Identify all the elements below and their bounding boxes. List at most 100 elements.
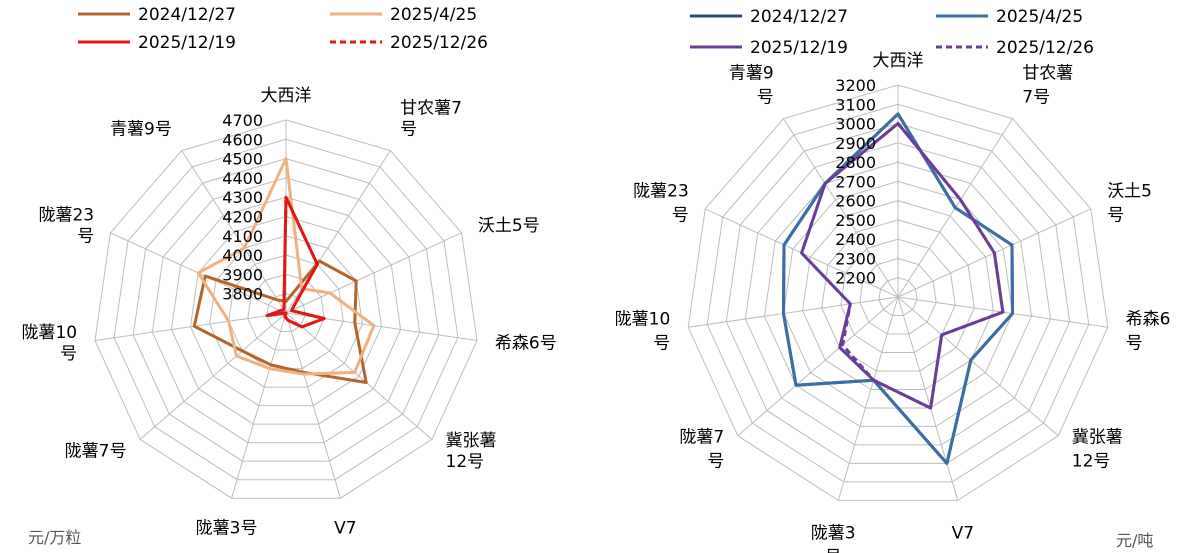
category-label: 大西洋 xyxy=(873,51,924,71)
radar-chart-left: 2024/12/27 2025/4/25 2025/12/19 2025/12/… xyxy=(21,5,556,547)
category-label: 号 xyxy=(653,334,670,354)
category-label: 号 xyxy=(757,88,774,108)
grid-spoke xyxy=(94,312,287,341)
category-label: 陇薯7 xyxy=(679,428,724,448)
category-label: 12号 xyxy=(446,452,485,472)
grid-ring xyxy=(687,84,1109,501)
category-label: 冀张薯 xyxy=(1072,428,1123,448)
tick-label: 3900 xyxy=(222,265,263,284)
category-label: 甘农薯 xyxy=(1022,64,1073,84)
radar-categories-right: 大西洋甘农薯7号沃土5号希森6号冀张薯12号V7陇薯3号陇薯7号陇薯10号陇薯2… xyxy=(615,51,1171,553)
tick-label: 2900 xyxy=(835,134,876,153)
grid-ring xyxy=(706,103,1090,483)
grid-spoke xyxy=(837,296,899,501)
tick-label: 3100 xyxy=(835,95,876,114)
chart-left: 2024/12/27 2025/4/25 2025/12/19 2025/12/… xyxy=(0,0,590,553)
grid-ring xyxy=(763,161,1033,427)
series-line-3 xyxy=(800,122,1005,410)
category-label: 号 xyxy=(672,206,689,226)
category-label: 希森6 xyxy=(1126,310,1171,330)
unit-label-left: 元/万粒 xyxy=(28,528,81,547)
grid-spoke xyxy=(285,150,391,314)
series-line-1 xyxy=(192,259,368,384)
grid-ring xyxy=(94,119,478,499)
category-label: 冀张薯 xyxy=(446,431,497,451)
tick-label: 4500 xyxy=(222,150,263,169)
legend-left: 2024/12/27 2025/4/25 2025/12/19 2025/12/… xyxy=(78,5,488,53)
unit-label-right: 元/吨 xyxy=(1116,531,1153,550)
grid-ring xyxy=(744,142,1052,446)
grid-ring xyxy=(189,215,383,407)
tick-label: 4400 xyxy=(222,169,263,188)
legend-label-4: 2025/12/26 xyxy=(390,33,488,53)
legend-label-3: 2025/12/19 xyxy=(138,33,236,53)
radar-grid-right xyxy=(687,84,1109,501)
grid-ring xyxy=(170,196,402,425)
legend-label-2: 2025/4/25 xyxy=(390,5,477,25)
category-label: 陇薯23 xyxy=(38,205,94,225)
category-label: 沃土5号 xyxy=(478,216,540,236)
legend-label-1: 2024/12/27 xyxy=(750,7,848,27)
series-line-2 xyxy=(782,112,1014,465)
grid-spoke xyxy=(897,296,959,501)
category-label: 陇薯7号 xyxy=(65,442,127,462)
category-label: 青薯9号 xyxy=(110,120,172,140)
tick-label: 4100 xyxy=(222,227,263,246)
grid-ring xyxy=(209,235,363,388)
category-label: 号 xyxy=(77,226,94,246)
series-line-2 xyxy=(196,157,376,376)
category-label: 陇薯10 xyxy=(615,310,671,330)
category-label: V7 xyxy=(952,524,974,544)
grid-spoke xyxy=(737,296,899,437)
grid-ring xyxy=(840,238,956,353)
legend-label-2: 2025/4/25 xyxy=(996,7,1083,27)
category-label: 12号 xyxy=(1072,452,1111,472)
tick-label: 3000 xyxy=(835,115,876,134)
grid-ring xyxy=(266,293,306,332)
tick-label: 2500 xyxy=(835,211,876,230)
category-label: 甘农薯7 xyxy=(400,99,462,119)
tick-label: 4000 xyxy=(222,246,263,265)
grid-ring xyxy=(859,257,937,335)
grid-ring xyxy=(113,138,459,481)
category-label: 陇薯3号 xyxy=(196,519,258,539)
tick-label: 2400 xyxy=(835,230,876,249)
radar-categories-left: 大西洋甘农薯7号沃土5号希森6号冀张薯12号V7陇薯3号陇薯7号陇薯10号陇薯2… xyxy=(21,86,556,539)
grid-ring xyxy=(878,277,918,316)
radar-grid-left xyxy=(94,119,478,499)
grid-ring xyxy=(151,177,421,444)
tick-label: 4700 xyxy=(222,111,263,130)
tick-label: 2200 xyxy=(835,269,876,288)
grid-spoke xyxy=(782,118,899,298)
series-line-4 xyxy=(265,195,326,329)
category-label: 沃土5 xyxy=(1107,182,1152,202)
chart-right: 2024/12/27 2025/4/25 2025/12/19 2025/12/… xyxy=(594,0,1187,553)
grid-spoke xyxy=(181,150,287,314)
category-label: 陇薯3 xyxy=(811,524,856,544)
grid-ring xyxy=(247,273,325,351)
tick-label: 3800 xyxy=(222,285,263,304)
category-label: 号 xyxy=(825,548,842,553)
grid-ring xyxy=(821,219,975,372)
tick-label: 2800 xyxy=(835,153,876,172)
tick-label: 2300 xyxy=(835,250,876,269)
category-label: 号 xyxy=(1107,206,1124,226)
grid-ring xyxy=(802,200,994,390)
grid-spoke xyxy=(688,296,899,328)
series-line-4 xyxy=(800,122,1005,410)
grid-spoke xyxy=(231,312,287,499)
grid-spoke xyxy=(897,296,1059,437)
tick-label: 2600 xyxy=(835,192,876,211)
tick-label: 4200 xyxy=(222,208,263,227)
category-label: 陇薯10 xyxy=(21,323,77,343)
category-label: V7 xyxy=(334,519,356,539)
grid-ring xyxy=(132,158,440,462)
category-label: 7号 xyxy=(1022,88,1050,108)
category-label: 号 xyxy=(1126,334,1143,354)
tick-label: 3200 xyxy=(835,76,876,95)
grid-spoke xyxy=(285,312,341,499)
tick-label: 4600 xyxy=(222,130,263,149)
legend-right: 2024/12/27 2025/4/25 2025/12/19 2025/12/… xyxy=(690,7,1094,58)
grid-spoke xyxy=(285,312,433,440)
